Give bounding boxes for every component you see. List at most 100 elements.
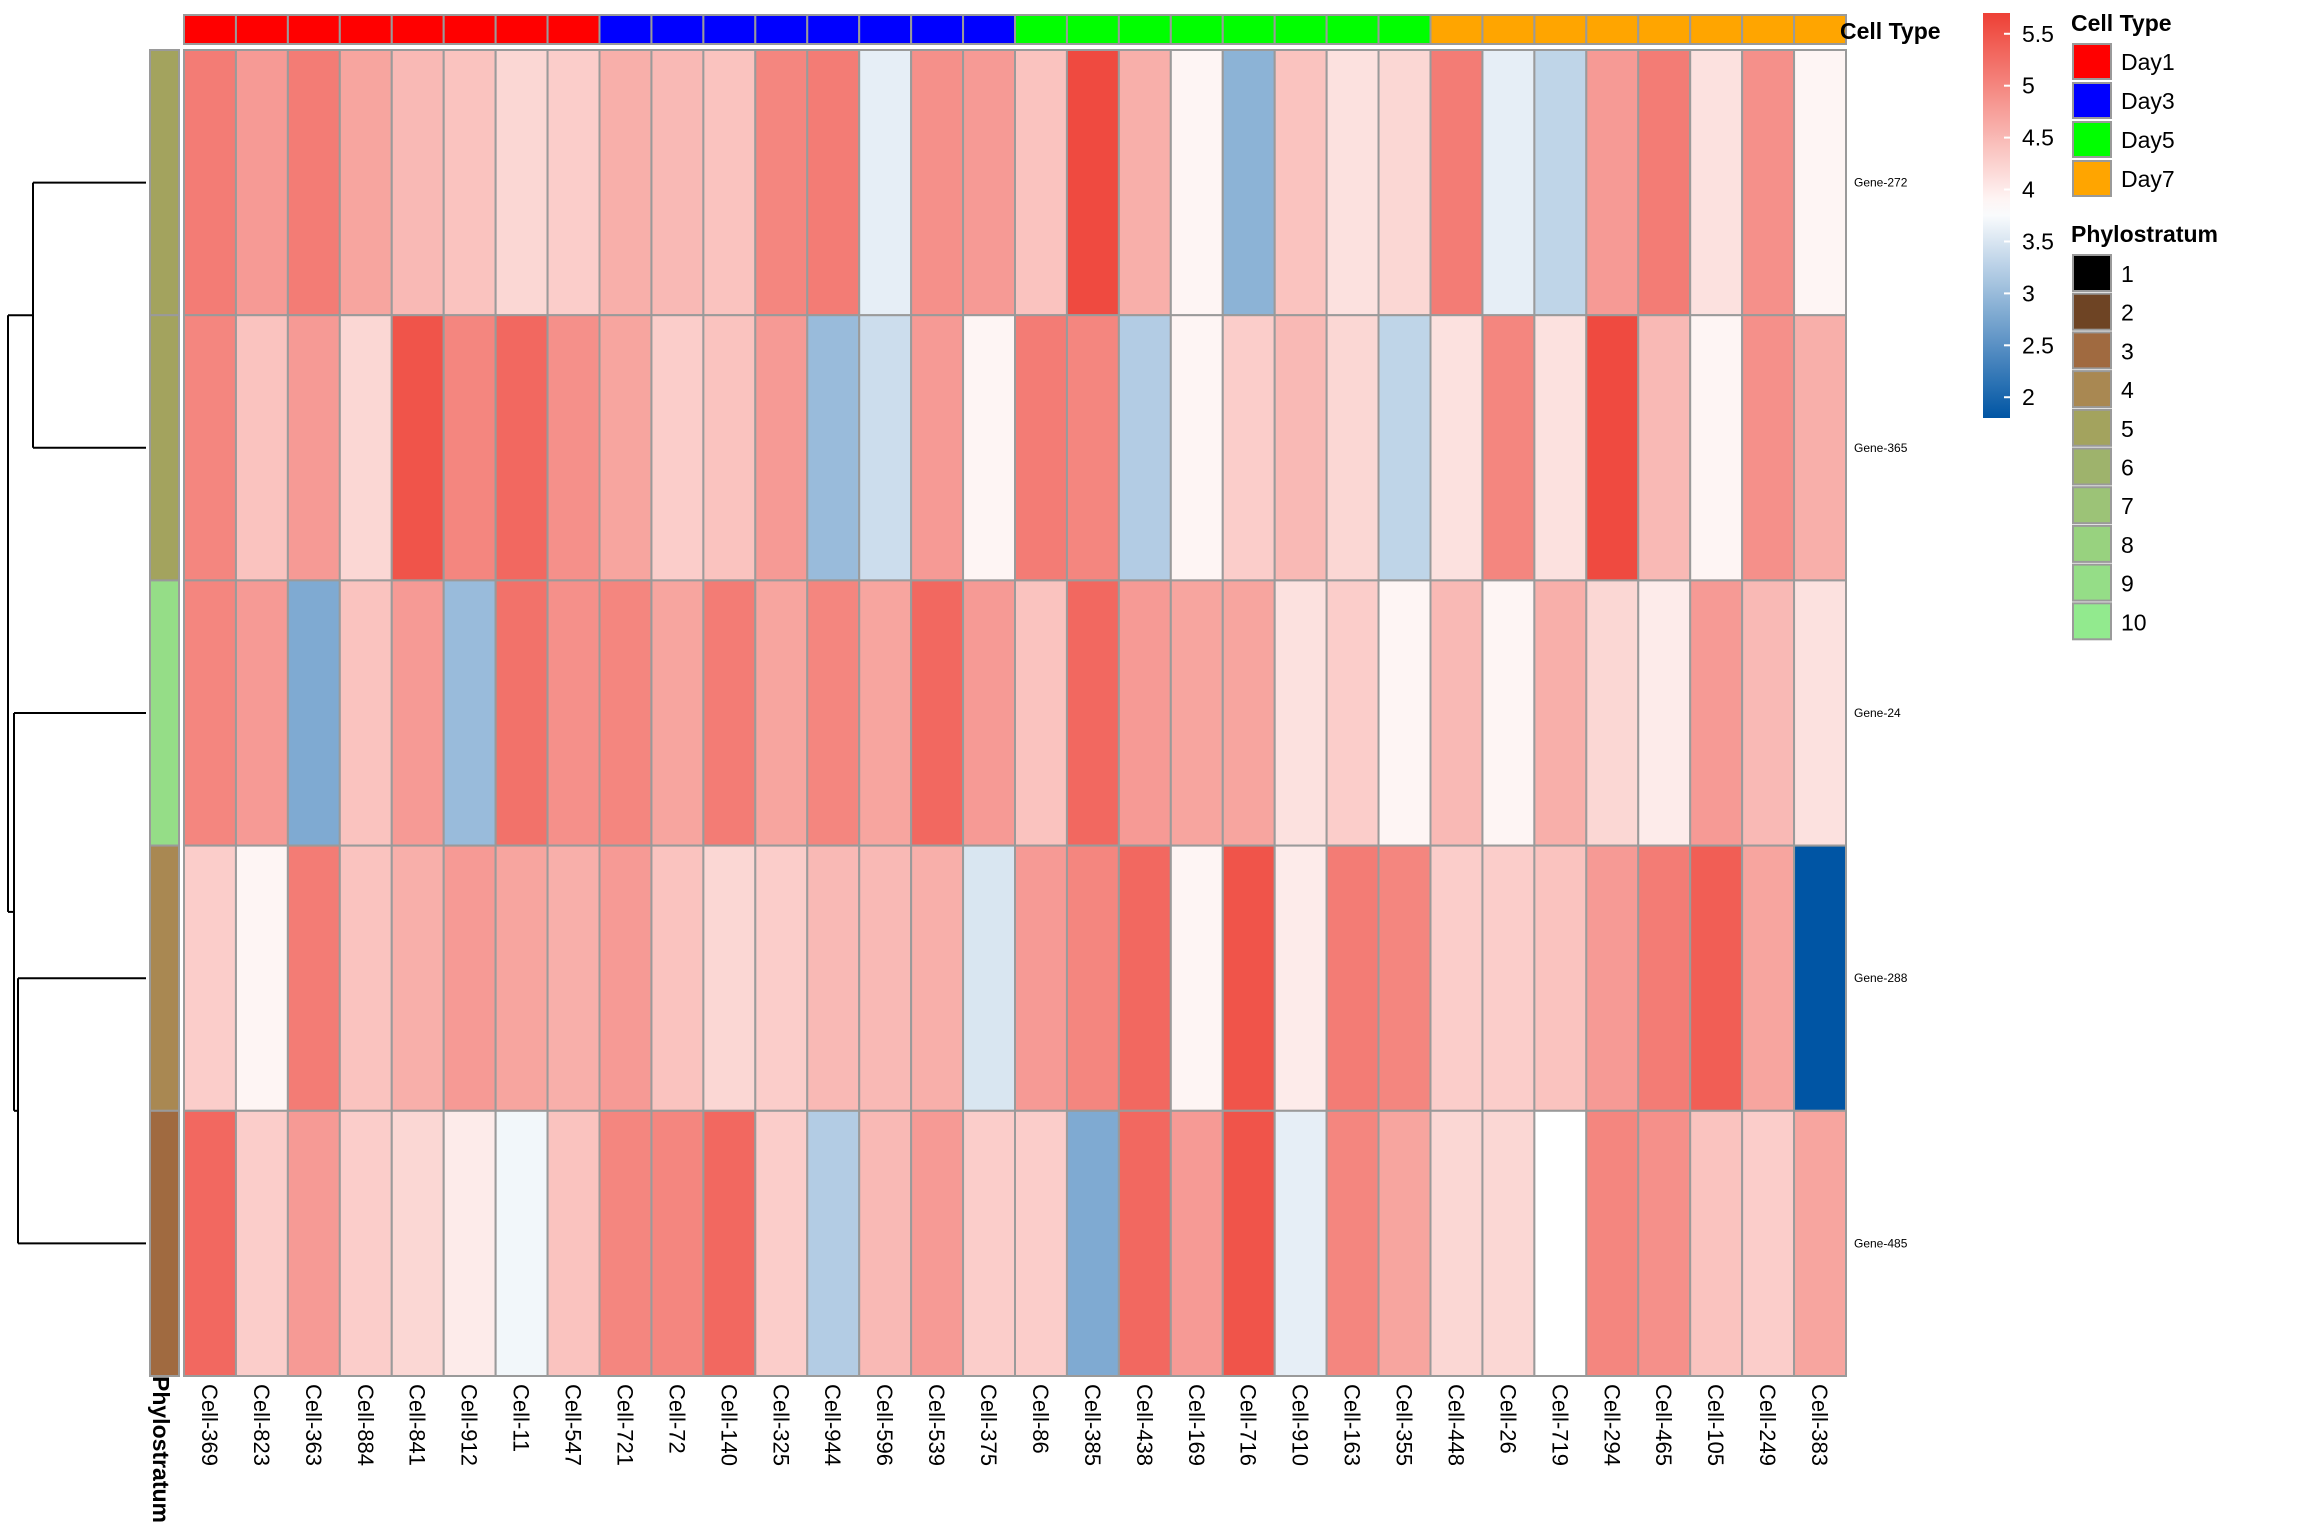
- heatmap-cell: [1377, 844, 1432, 1112]
- heatmap-cell: [1014, 579, 1068, 847]
- heatmap-cell: [1325, 49, 1380, 317]
- cell-type-annotation-cell: [754, 14, 809, 45]
- heatmap-cell: [858, 844, 913, 1112]
- heatmap-cell: [702, 844, 757, 1112]
- heatmap-cell: [806, 49, 861, 317]
- heatmap-cell: [1585, 1109, 1640, 1378]
- heatmap-cell: [1065, 314, 1120, 582]
- row-label: Gene-272: [1854, 176, 1908, 190]
- phylostratum-legend-swatch: [2072, 331, 2112, 370]
- heatmap-cell: [234, 49, 289, 317]
- heatmap-cell: [1533, 49, 1588, 317]
- heatmap-cell: [1014, 314, 1068, 582]
- column-label: Cell-369: [197, 1384, 222, 1466]
- heatmap-cell: [1793, 579, 1848, 847]
- heatmap-cell: [1689, 1109, 1744, 1378]
- heatmap-cell: [1533, 579, 1588, 847]
- heatmap-cell: [1169, 844, 1224, 1112]
- heatmap-cell: [858, 314, 913, 582]
- heatmap-cell: [1065, 844, 1120, 1112]
- heatmap-cell: [702, 579, 757, 847]
- heatmap-cell: [286, 844, 341, 1112]
- heatmap-cell: [1117, 49, 1172, 317]
- heatmap-cell: [1325, 314, 1380, 582]
- heatmap-cell: [442, 1109, 497, 1378]
- cell-type-annotation-cell: [1585, 14, 1640, 45]
- heatmap-cell: [754, 314, 809, 582]
- heatmap-cell: [234, 314, 289, 582]
- heatmap-cell: [1481, 579, 1536, 847]
- cell-type-annotation-cell: [442, 14, 497, 45]
- column-label: Cell-169: [1184, 1384, 1209, 1466]
- heatmap-cell: [1481, 49, 1536, 317]
- phylostratum-annotation-label: Phylostratum: [148, 1376, 174, 1523]
- heatmap-cell: [962, 844, 1016, 1112]
- heatmap-cell: [598, 49, 653, 317]
- heatmap-cell: [1169, 579, 1224, 847]
- heatmap-cell: [1377, 314, 1432, 582]
- row-label: Gene-365: [1854, 441, 1908, 455]
- row-label: Gene-485: [1854, 1236, 1908, 1250]
- heatmap-cell: [494, 579, 549, 847]
- heatmap-cell: [1221, 844, 1276, 1112]
- phylostratum-annotation-cell: [149, 49, 180, 317]
- phylostratum-legend-swatch: [2072, 370, 2112, 409]
- heatmap-cell: [1429, 314, 1484, 582]
- heatmap-cell: [754, 1109, 809, 1378]
- heatmap-cell: [910, 314, 965, 582]
- heatmap-cell: [546, 844, 601, 1112]
- phylostratum-annotation-bar: [149, 49, 180, 1378]
- heatmap-cell: [286, 49, 341, 317]
- cell-type-annotation-cell: [1689, 14, 1744, 45]
- column-label: Cell-910: [1288, 1384, 1313, 1466]
- heatmap-cell: [1637, 314, 1692, 582]
- cell-type-legend-label: Day5: [2121, 127, 2175, 153]
- cell-type-annotation-cell: [1169, 14, 1224, 45]
- heatmap-cell: [1273, 49, 1328, 317]
- heatmap-cell: [234, 844, 289, 1112]
- column-label: Cell-596: [872, 1384, 897, 1466]
- column-label: Cell-823: [249, 1384, 274, 1466]
- heatmap-cell: [1637, 49, 1692, 317]
- row-label: Gene-24: [1854, 706, 1901, 720]
- phylostratum-annotation-cell: [149, 579, 180, 847]
- cell-type-annotation-cell: [390, 14, 445, 45]
- phylostratum-legend: Phylostratum 1 2 3 4 5 6 7 8 9 10: [2071, 221, 2218, 641]
- phylostratum-legend-swatch: [2072, 292, 2112, 331]
- heatmap-cell: [390, 314, 445, 582]
- phylostratum-legend-swatch: [2072, 602, 2112, 641]
- heatmap-cell: [286, 1109, 341, 1378]
- heatmap-cell: [806, 314, 861, 582]
- cell-type-annotation-cell: [338, 14, 393, 45]
- heatmap-cell: [1065, 1109, 1120, 1378]
- phylostratum-legend-label: 3: [2121, 338, 2134, 364]
- color-scale-legend: 5.5 5 4.5 4 3.5 3 2.5 2: [1983, 13, 2054, 418]
- cell-type-annotation-cell: [1429, 14, 1484, 45]
- heatmap-cell: [1325, 1109, 1380, 1378]
- cell-type-annotation-cell: [910, 14, 965, 45]
- column-label: Cell-385: [1080, 1384, 1105, 1466]
- column-label: Cell-249: [1755, 1384, 1780, 1466]
- heatmap-cell: [338, 1109, 393, 1378]
- heatmap-cell: [598, 314, 653, 582]
- heatmap-cell: [546, 49, 601, 317]
- heatmap-cell: [650, 49, 705, 317]
- heatmap-cell: [338, 844, 393, 1112]
- heatmap-cell: [1014, 1109, 1068, 1378]
- heatmap-cell: [1273, 579, 1328, 847]
- heatmap-cell: [1117, 844, 1172, 1112]
- color-scale-tick-label: 3: [2022, 280, 2035, 306]
- phylostratum-legend-label: 4: [2121, 377, 2134, 403]
- heatmap-cell: [1585, 579, 1640, 847]
- column-label: Cell-383: [1807, 1384, 1832, 1466]
- column-labels: Cell-369 Cell-823 Cell-363 Cell-884 Cell-841…: [197, 1384, 1832, 1466]
- cell-type-annotation-cell: [1117, 14, 1172, 45]
- heatmap-cell: [1221, 49, 1276, 317]
- heatmap-cell: [1429, 49, 1484, 317]
- column-label: Cell-140: [716, 1384, 741, 1466]
- heatmap-cell: [1793, 1109, 1848, 1378]
- heatmap-cell: [598, 1109, 653, 1378]
- column-label: Cell-163: [1340, 1384, 1365, 1466]
- heatmap-cell: [286, 314, 341, 582]
- column-label: Cell-944: [820, 1384, 845, 1466]
